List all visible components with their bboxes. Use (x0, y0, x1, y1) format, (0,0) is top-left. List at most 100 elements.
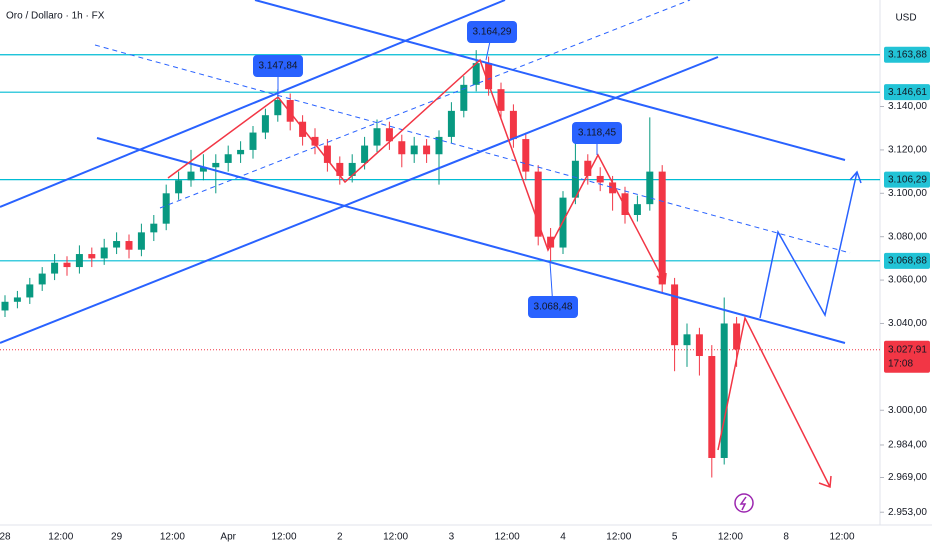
candle-body (584, 160, 592, 176)
y-tick-label: 3.140,00 (888, 101, 927, 112)
callout-label: 3.118,45 (578, 128, 617, 139)
callout-label: 3.147,84 (259, 61, 298, 72)
candle-body (150, 223, 158, 233)
currency[interactable]: USD (895, 13, 916, 24)
candle-body (38, 273, 46, 285)
level-label: 3.068,88 (888, 255, 927, 266)
x-tick-label: 12:00 (829, 532, 854, 543)
y-tick-label: 2.953,00 (888, 507, 927, 518)
x-tick-label: 3 (449, 532, 455, 543)
arrow-head (818, 475, 832, 489)
level-tag (884, 46, 930, 63)
candle-body (547, 236, 555, 248)
x-tick-label: 12:00 (606, 532, 631, 543)
candle-body (658, 171, 666, 285)
level-tag (884, 84, 930, 101)
candle-body (398, 141, 406, 155)
candle-body (708, 356, 716, 458)
last-price-label: 3.027,91 (888, 344, 927, 355)
level-label: 3.163,88 (888, 49, 927, 60)
candle-body (286, 100, 294, 122)
trend-line (96, 137, 846, 344)
candle-body (534, 171, 542, 237)
y-tick-label: 3.080,00 (888, 231, 927, 242)
dashed-trend (159, 0, 691, 209)
level-label: 3.106,29 (888, 174, 927, 185)
candle-body (348, 162, 356, 176)
callout-box (467, 21, 517, 43)
x-tick-label: 28 (0, 532, 11, 543)
chart-title: Oro / Dollaro · 1h · FX (6, 11, 105, 22)
y-tick-label: 3.000,00 (888, 405, 927, 416)
candle-body (621, 193, 629, 215)
x-tick-label: 12:00 (271, 532, 296, 543)
candle-body (472, 63, 480, 85)
candle-body (609, 182, 617, 194)
trend-line (0, 56, 719, 344)
callout-box (572, 122, 622, 144)
candle-body (100, 247, 108, 259)
callout-label: 3.164,29 (473, 27, 512, 38)
x-tick-label: Apr (220, 532, 236, 543)
x-tick-label: 12:00 (48, 532, 73, 543)
drawings (0, 0, 862, 513)
candle-body (497, 89, 505, 111)
candle-body (26, 284, 34, 298)
projection-down (717, 315, 831, 488)
candle-body (485, 63, 493, 90)
x-tick-label: 12:00 (495, 532, 520, 543)
candle-body (720, 323, 728, 458)
callout-box (528, 296, 578, 318)
dashed-trend (94, 44, 851, 254)
candle-body (460, 84, 468, 111)
candle-body (175, 180, 183, 194)
candle-body (447, 110, 455, 137)
candle-body (274, 100, 282, 116)
candle-body (646, 171, 654, 205)
candle-body (237, 149, 245, 155)
candle-body (137, 232, 145, 250)
candle-body (63, 262, 71, 268)
candle-body (1, 301, 9, 311)
candle-body (199, 167, 207, 172)
x-tick-label: 4 (560, 532, 566, 543)
candle-body (695, 334, 703, 357)
candle-body (249, 132, 257, 150)
candle-body (162, 193, 170, 224)
candle-body (385, 128, 393, 142)
candle-body (88, 254, 96, 259)
x-tick-label: 2 (337, 532, 343, 543)
event-icon[interactable] (734, 493, 754, 513)
trend-line (254, 0, 846, 161)
x-tick-label: 8 (783, 532, 789, 543)
candle-body (323, 145, 331, 163)
y-tick-label: 2.984,00 (888, 440, 927, 451)
candle-body (311, 136, 319, 146)
y-tick-label: 3.060,00 (888, 275, 927, 286)
candle-body (683, 334, 691, 346)
level-tag (884, 252, 930, 269)
candle-body (435, 136, 443, 155)
x-tick-label: 5 (672, 532, 678, 543)
levels (0, 54, 880, 351)
level-label: 3.146,61 (888, 87, 927, 98)
trend-line (0, 0, 506, 208)
x-tick-label: 12:00 (718, 532, 743, 543)
candle-body (261, 115, 269, 133)
projection-up (759, 171, 858, 319)
candle-body (75, 254, 83, 268)
candle-body (13, 297, 21, 302)
candles (1, 50, 741, 478)
candle-body (522, 139, 530, 172)
callout-box (253, 55, 303, 77)
candle-body (361, 145, 369, 163)
callout-label: 3.068,48 (534, 302, 573, 313)
y-tick-label: 3.120,00 (888, 145, 927, 156)
candle-body (187, 171, 195, 181)
candle-body (212, 162, 220, 168)
last-price-tag (884, 340, 930, 373)
candle-body (633, 204, 641, 215)
candle-body (336, 162, 344, 176)
candle-body (125, 241, 133, 250)
